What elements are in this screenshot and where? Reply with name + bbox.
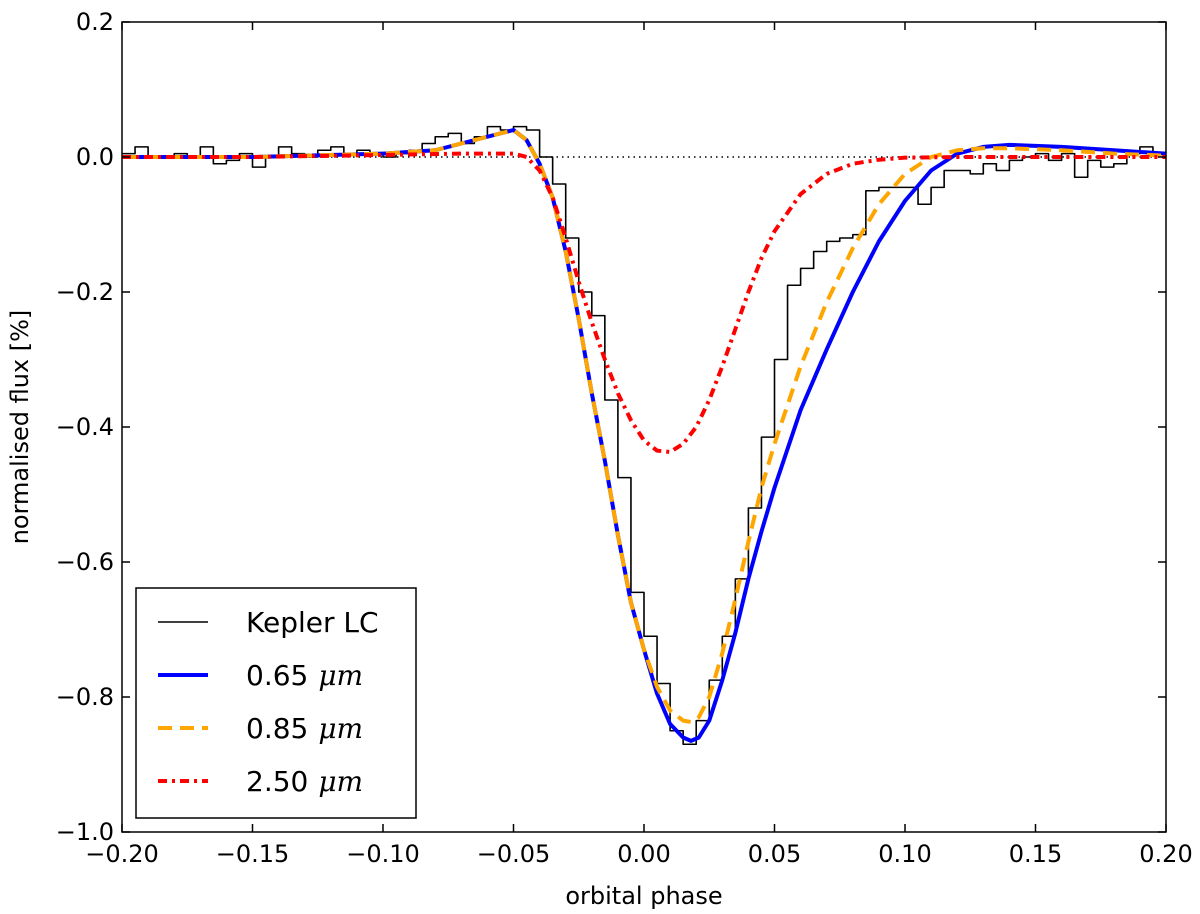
legend-unit-1: μm xyxy=(318,659,363,692)
x-tick-label: −0.10 xyxy=(346,840,420,868)
x-tick-label: 0.15 xyxy=(1009,840,1062,868)
x-axis-ticks: −0.20 −0.15 −0.10 −0.05 0.00 0.05 0.10 0.15 0.20 xyxy=(85,22,1193,868)
legend-items: Kepler LC 0.65 μm 0.85 μm 2.50 μm xyxy=(158,606,379,798)
x-tick-label: 0.00 xyxy=(617,840,670,868)
legend-label-1: 0.65 μm xyxy=(246,659,363,692)
legend: Kepler LC 0.65 μm 0.85 μm 2.50 μm xyxy=(135,587,417,819)
y-tick-label: −0.2 xyxy=(56,278,114,306)
legend-label-3: 2.50 μm xyxy=(246,765,363,798)
x-tick-label: −0.15 xyxy=(216,840,290,868)
series-line-2 xyxy=(122,128,1166,724)
series-layer xyxy=(122,125,1166,746)
y-tick-label: −1.0 xyxy=(56,818,114,846)
y-tick-label: −0.8 xyxy=(56,683,114,711)
y-tick-label: −0.4 xyxy=(56,413,114,441)
x-tick-label: 0.10 xyxy=(878,840,931,868)
legend-label-2: 0.85 μm xyxy=(246,712,363,745)
x-tick-label: 0.05 xyxy=(748,840,801,868)
legend-unit-3: μm xyxy=(318,765,363,798)
y-axis-label: normalised flux [%] xyxy=(6,310,34,545)
x-tick-label: −0.05 xyxy=(477,840,551,868)
y-tick-label: −0.6 xyxy=(56,548,114,576)
series-line-0 xyxy=(122,125,1166,746)
x-tick-label: 0.20 xyxy=(1139,840,1192,868)
y-axis-ticks: −1.0 −0.8 −0.6 −0.4 −0.2 0.0 0.2 xyxy=(56,8,1166,846)
y-tick-label: 0.0 xyxy=(76,143,114,171)
x-tick-label: −0.20 xyxy=(85,840,159,868)
legend-unit-2: μm xyxy=(318,712,363,745)
x-axis-label: orbital phase xyxy=(565,882,722,910)
legend-label-0: Kepler LC xyxy=(246,606,379,639)
y-tick-label: 0.2 xyxy=(76,8,114,36)
series-line-3 xyxy=(122,151,1166,454)
